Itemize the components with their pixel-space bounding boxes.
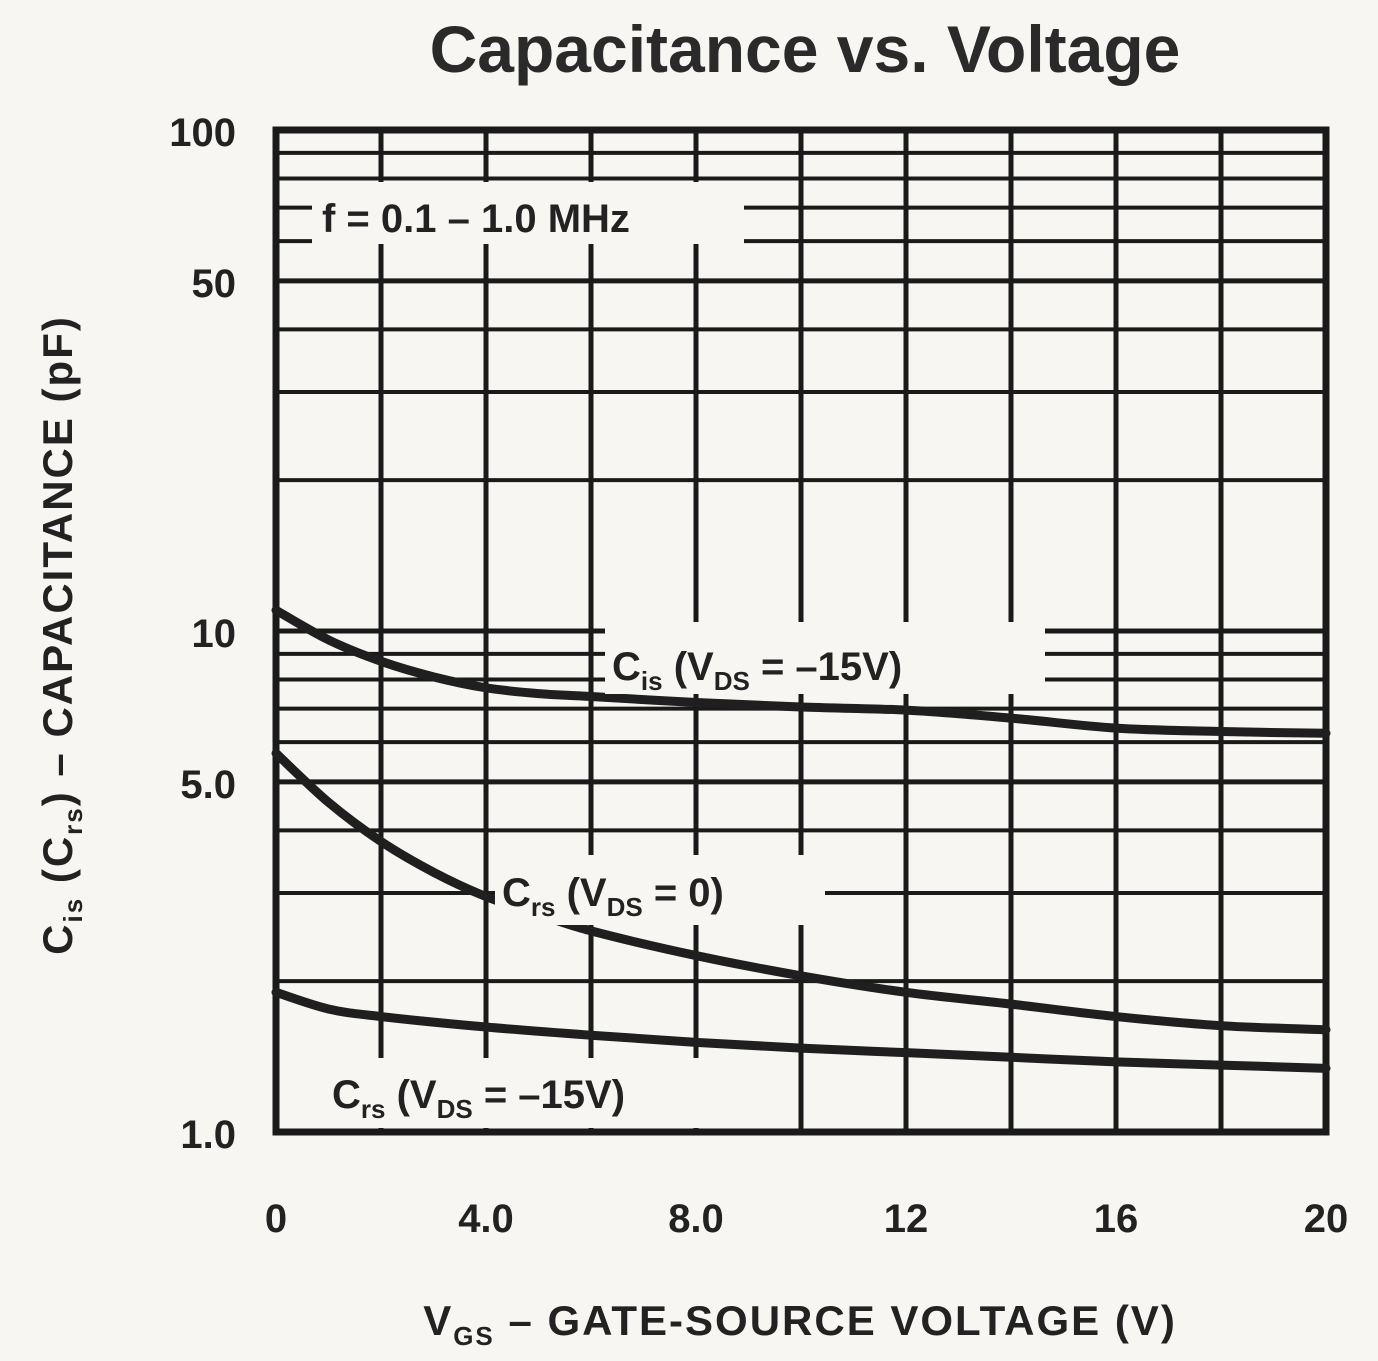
x-tick-label: 4.0 (458, 1197, 514, 1241)
crs15-label-bg (325, 1058, 765, 1128)
x-tick-label: 12 (884, 1197, 929, 1241)
x-tick-label: 8.0 (668, 1197, 724, 1241)
y-tick-labels: 1.0 5.0 10 50 100 (169, 111, 236, 1157)
x-tick-label: 20 (1304, 1197, 1349, 1241)
series-label-crs-vds15: Crs (VDS = –15V) (332, 1073, 625, 1124)
chart-title: Capacitance vs. Voltage (430, 12, 1181, 86)
plot-frame (272, 126, 1330, 1136)
series-line-crs0 (271, 748, 1331, 1035)
series-lines (271, 605, 1331, 1073)
x-tick-labels: 0 4.0 8.0 12 16 20 (265, 1197, 1348, 1241)
x-tick-label: 0 (265, 1197, 287, 1241)
y-axis-label: Cis (Crs) – CAPACITANCE (pF) (34, 315, 88, 955)
crs0-label-bg (495, 855, 825, 925)
condition-label: f = 0.1 – 1.0 MHz (322, 197, 630, 241)
y-tick-label: 10 (192, 612, 237, 656)
condition-label-bg (312, 182, 744, 244)
y-tick-label: 5.0 (180, 763, 236, 807)
y-tick-label: 1.0 (180, 1113, 236, 1157)
y-tick-label: 50 (192, 262, 237, 306)
x-axis-label: VGS – GATE-SOURCE VOLTAGE (V) (423, 1297, 1177, 1351)
cis-label-bg (605, 622, 1045, 694)
series-label-cis: Cis (VDS = –15V) (612, 645, 902, 696)
series-label-crs-vds0: Crs (VDS = 0) (502, 871, 724, 922)
series-line-cis (271, 605, 1331, 738)
x-tick-label: 16 (1094, 1197, 1139, 1241)
series-line-crs15 (271, 987, 1331, 1073)
y-tick-label: 100 (169, 111, 236, 155)
